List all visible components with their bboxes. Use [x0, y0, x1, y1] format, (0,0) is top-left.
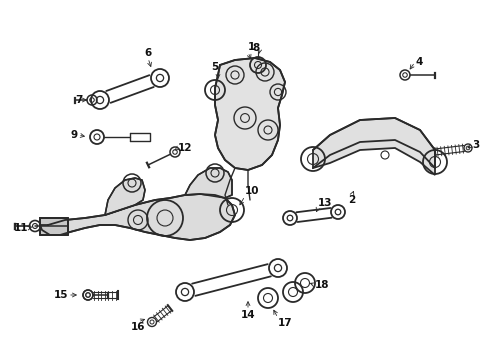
Text: 8: 8 [252, 43, 260, 53]
Text: 18: 18 [314, 280, 329, 290]
Text: 6: 6 [144, 48, 151, 58]
Polygon shape [184, 168, 231, 198]
Text: 14: 14 [240, 310, 255, 320]
Polygon shape [215, 58, 285, 170]
Text: 2: 2 [347, 195, 355, 205]
Text: 11: 11 [14, 223, 28, 233]
Polygon shape [312, 118, 434, 175]
Text: 7: 7 [76, 95, 83, 105]
Text: 16: 16 [130, 322, 145, 332]
Text: 4: 4 [414, 57, 422, 67]
Text: 5: 5 [210, 62, 218, 72]
Text: 12: 12 [178, 143, 192, 153]
Polygon shape [40, 194, 235, 240]
Text: 10: 10 [244, 186, 259, 196]
Text: 1: 1 [247, 42, 255, 52]
Text: 17: 17 [278, 318, 292, 328]
Polygon shape [105, 178, 145, 215]
Polygon shape [40, 218, 68, 235]
Text: 3: 3 [471, 140, 478, 150]
Text: 15: 15 [53, 290, 68, 300]
Text: 9: 9 [71, 130, 78, 140]
Text: 13: 13 [317, 198, 332, 208]
